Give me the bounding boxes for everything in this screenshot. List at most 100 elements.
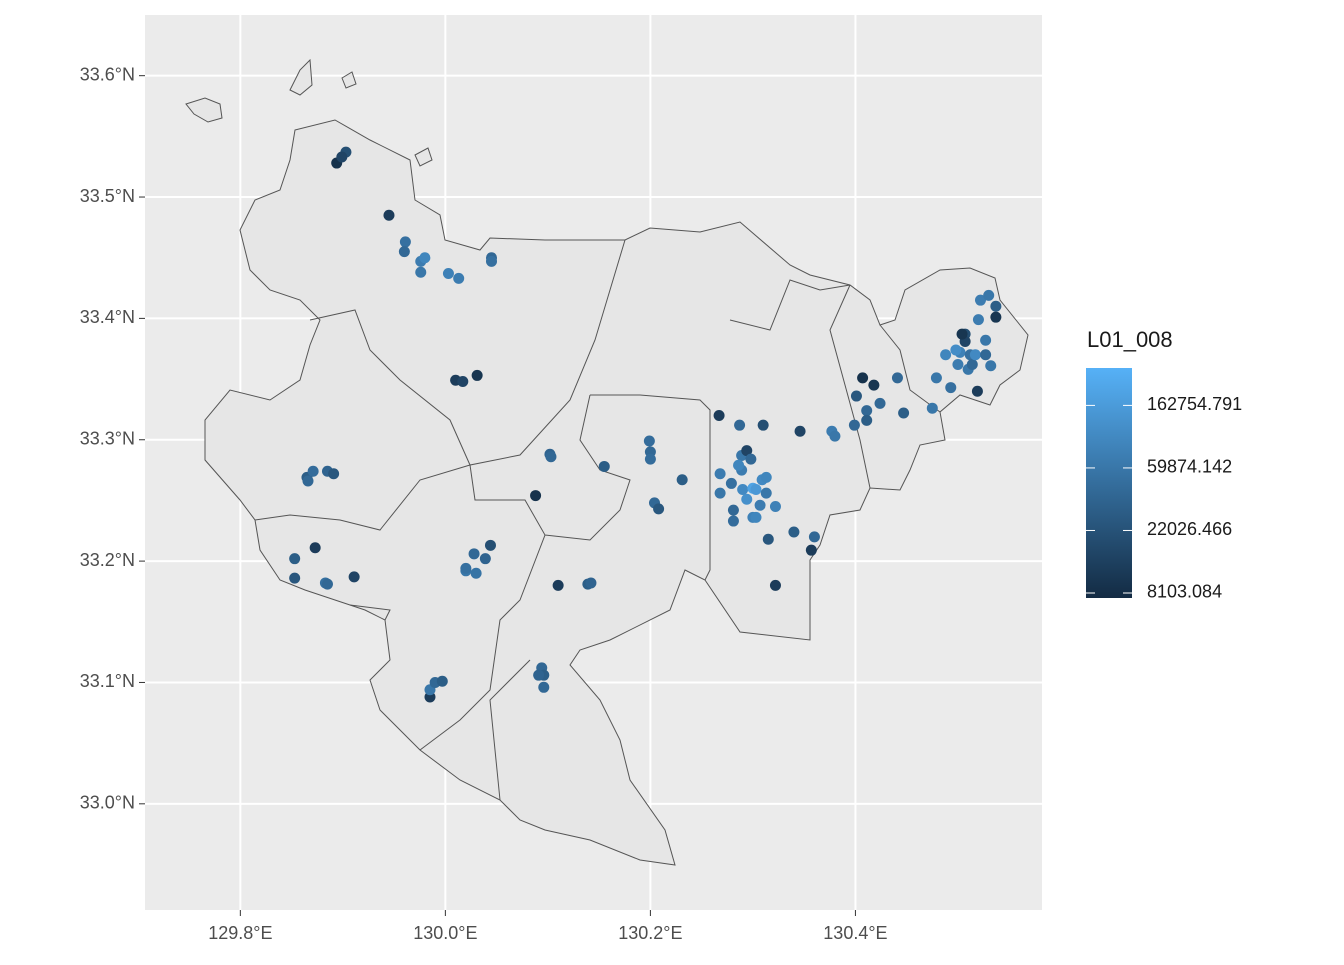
point [545, 451, 557, 463]
point [745, 453, 757, 465]
point [289, 553, 301, 565]
colorbar [1086, 368, 1132, 598]
y-tick-label: 33.2°N [80, 550, 135, 570]
colorbar-label: 8103.084 [1147, 582, 1222, 602]
point [714, 487, 726, 499]
colorbar-label: 162754.791 [1147, 394, 1242, 414]
region-boundaries [185, 58, 1029, 866]
point [971, 385, 983, 397]
point [727, 515, 739, 527]
y-tick-label: 33.5°N [80, 186, 135, 206]
point [733, 459, 745, 471]
island [289, 58, 313, 96]
point [990, 300, 1002, 312]
point [861, 405, 873, 417]
point [848, 419, 860, 431]
x-tick-label: 129.8°E [208, 923, 272, 943]
point [644, 453, 656, 465]
y-tick-label: 33.0°N [80, 793, 135, 813]
point [762, 533, 774, 545]
point [769, 500, 781, 512]
point [470, 567, 482, 579]
point [453, 272, 465, 284]
point [713, 409, 725, 421]
point [990, 311, 1002, 323]
point [760, 471, 772, 483]
point [808, 531, 820, 543]
point [950, 344, 962, 356]
point [952, 359, 964, 371]
y-tick-label: 33.6°N [80, 64, 135, 84]
point [769, 579, 781, 591]
point [533, 669, 545, 681]
point [868, 379, 880, 391]
point [336, 151, 348, 163]
axes: 129.8°E 130.0°E 130.2°E 130.4°E 33.0°N 33.1°N… [80, 64, 888, 942]
point [348, 571, 360, 583]
point [479, 553, 491, 565]
point [460, 562, 472, 574]
point [643, 435, 655, 447]
point [874, 397, 886, 409]
x-tick-label: 130.2°E [618, 923, 682, 943]
point [829, 430, 841, 442]
point [760, 487, 772, 499]
point [850, 390, 862, 402]
point [309, 542, 321, 554]
point [676, 474, 688, 486]
point [974, 294, 986, 306]
point [741, 445, 753, 457]
legend: 8103.084 22026.466 59874.142 162754.791 [1086, 394, 1242, 602]
points [289, 146, 1002, 703]
point [468, 548, 480, 560]
point [598, 460, 610, 472]
point [757, 419, 769, 431]
point [972, 314, 984, 326]
point [945, 382, 957, 394]
point [750, 484, 762, 496]
point [321, 578, 333, 590]
point [794, 425, 806, 437]
point [399, 236, 411, 248]
point [898, 407, 910, 419]
point [754, 499, 766, 511]
point [457, 375, 469, 387]
island [341, 71, 357, 89]
point [442, 267, 454, 279]
point [653, 503, 665, 515]
point [289, 572, 301, 584]
point [307, 465, 319, 477]
point [398, 246, 410, 258]
y-tick-label: 33.4°N [80, 307, 135, 327]
point [538, 681, 550, 693]
point [788, 526, 800, 538]
point [484, 539, 496, 551]
point [530, 490, 542, 502]
point [737, 484, 749, 496]
point [328, 468, 340, 480]
y-tick-label: 33.3°N [80, 428, 135, 448]
point [980, 334, 992, 346]
point [750, 511, 762, 523]
point [415, 266, 427, 278]
x-tick-label: 130.4°E [823, 923, 887, 943]
island [185, 97, 223, 123]
point [741, 493, 753, 505]
point [861, 414, 873, 426]
point [419, 252, 431, 264]
point [805, 544, 817, 556]
point [734, 419, 746, 431]
point [956, 328, 968, 340]
point [985, 360, 997, 372]
point [983, 289, 995, 301]
point [585, 577, 597, 589]
point [930, 372, 942, 384]
point [940, 349, 952, 361]
point [891, 372, 903, 384]
point [727, 504, 739, 516]
point [926, 402, 938, 414]
point [552, 579, 564, 591]
point [857, 372, 869, 384]
colorbar-label: 59874.142 [1147, 457, 1232, 477]
